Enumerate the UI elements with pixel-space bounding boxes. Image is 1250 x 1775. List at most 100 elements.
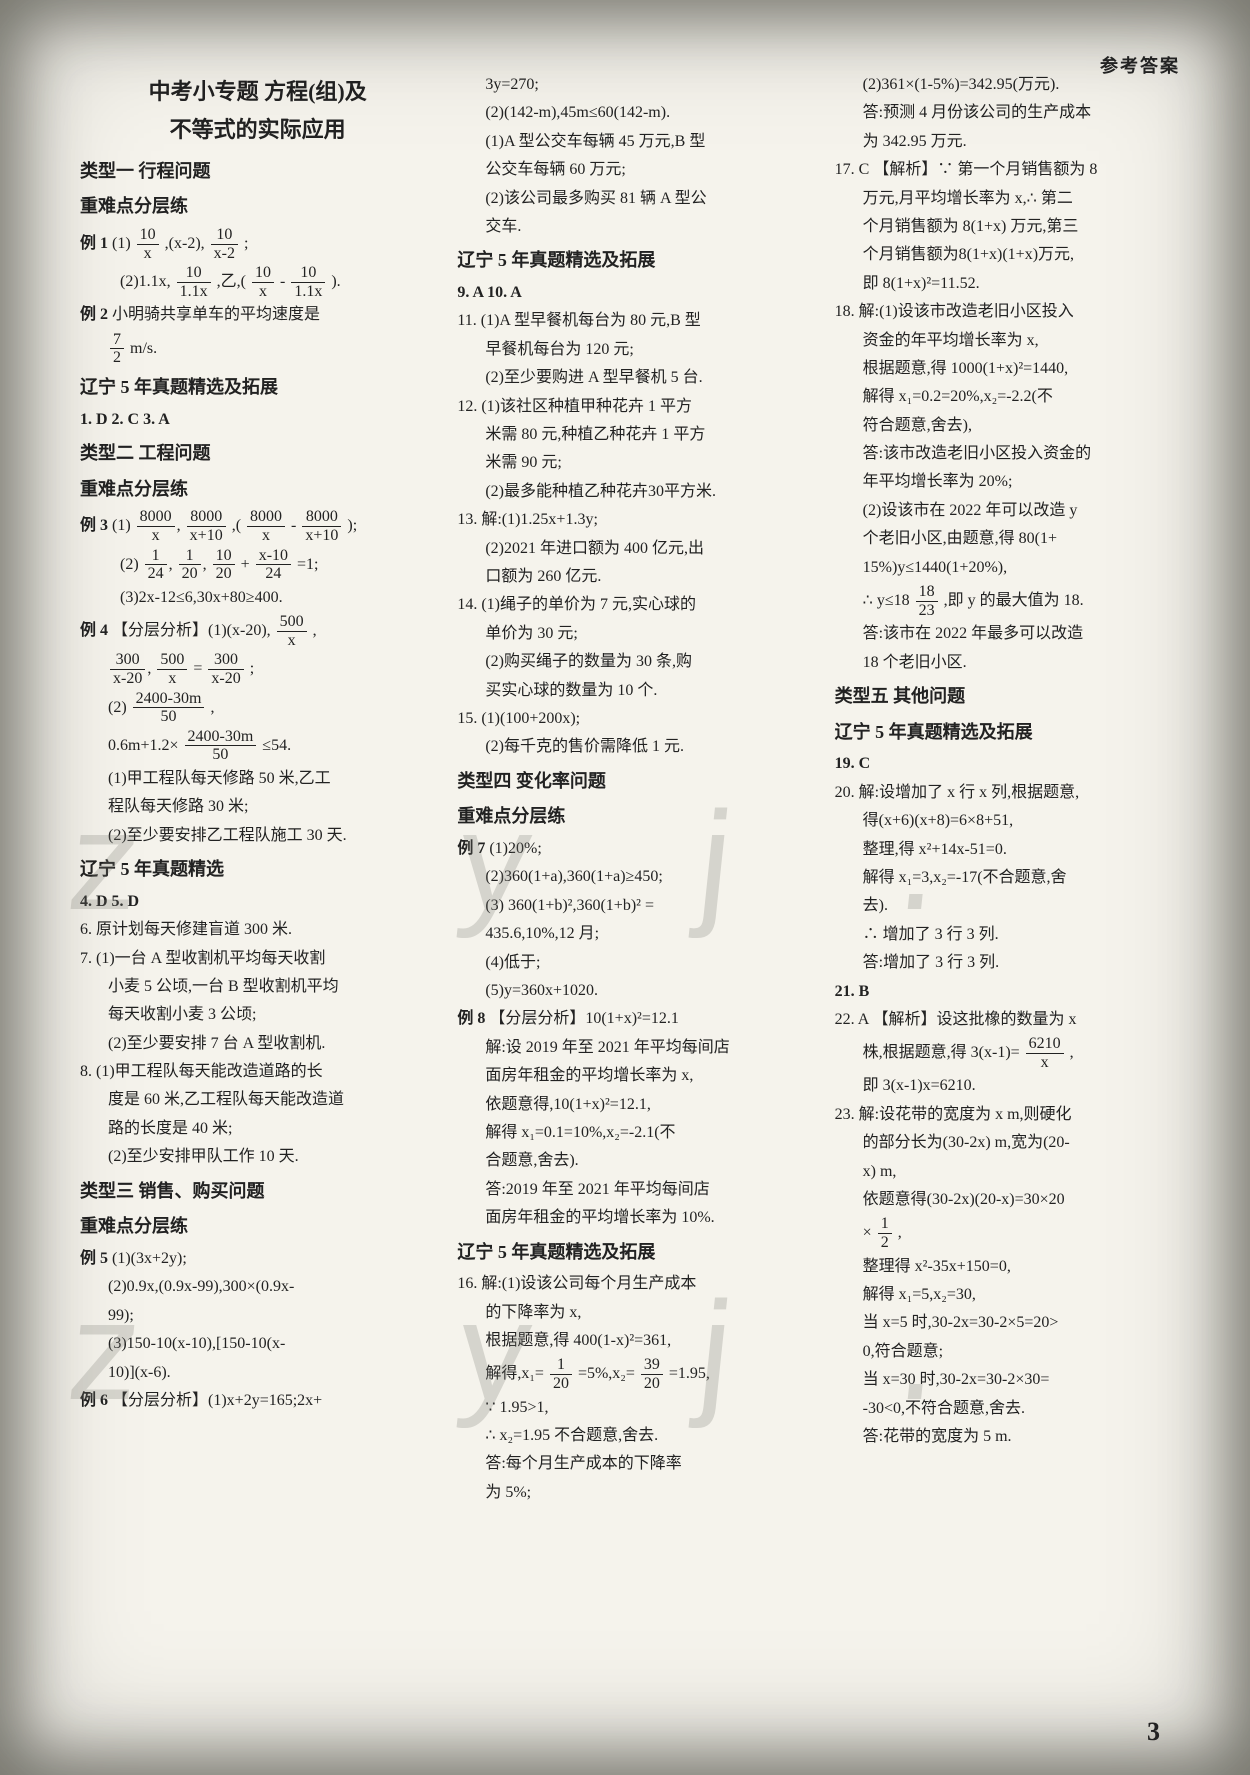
ans-20e: 去).	[835, 893, 1190, 919]
ans-16j: 为 5%;	[457, 1480, 812, 1506]
ans-22d: 即 3(x-1)x=6210.	[835, 1073, 1190, 1099]
ans-18k: ∴ y≤18 1823 ,即 y 的最大值为 18.	[835, 583, 1190, 619]
ans-15a: 15. (1)(100+200x);	[457, 706, 812, 732]
ex5-label: 例 5	[80, 1250, 108, 1267]
ans-23a: 23. 解:设花带的宽度为 x m,则硬化	[835, 1102, 1190, 1128]
section-ln5-c2: 辽宁 5 年真题精选及拓展	[457, 246, 812, 276]
ex7-l2: (2)360(1+a),360(1+a)≥450;	[457, 864, 812, 890]
ans-13c: 口额为 260 亿元.	[457, 564, 812, 590]
ex4-label: 例 4	[80, 622, 108, 639]
section-ln5-c3: 辽宁 5 年真题精选及拓展	[835, 718, 1190, 748]
ex1-label: 例 1	[80, 235, 108, 252]
type-2-title: 类型二 工程问题	[80, 439, 435, 469]
ans-14d: 买实心球的数量为 10 个.	[457, 678, 812, 704]
ans-23l: -30<0,不符合题意,舍去.	[835, 1396, 1190, 1422]
ans-14a: 14. (1)绳子的单价为 7 元,实心球的	[457, 592, 812, 618]
ans-22a: 22. A 【解析】设这批橡的数量为 x	[835, 1007, 1190, 1033]
ans-7b: 小麦 5 公顷,一台 B 型收割机平均	[80, 974, 435, 1000]
t: 【分层分析】(1)x+2y=165;2x+	[112, 1392, 322, 1409]
c2-l4: 公交车每辆 60 万元;	[457, 157, 812, 183]
ex7-l6: (5)y=360x+1020.	[457, 978, 812, 1004]
t: (2)1.1x,	[120, 273, 171, 290]
page-number: 3	[1147, 1717, 1160, 1747]
ans-20c: 整理,得 x²+14x-51=0.	[835, 837, 1190, 863]
section-ln5-2: 辽宁 5 年真题精选	[80, 855, 435, 885]
frac: 8000x	[247, 508, 285, 544]
ex4-l6: 程队每天修路 30 米;	[80, 794, 435, 820]
ex5-l5: 10)](x-6).	[80, 1360, 435, 1386]
ex7-l4: 435.6,10%,12 月;	[457, 921, 812, 947]
frac: 2400-30m50	[185, 728, 257, 764]
ex4-line3: (2) 2400-30m50 ,	[80, 690, 435, 726]
t: =5%,x₂=	[578, 1365, 635, 1382]
type-4-title: 类型四 变化率问题	[457, 767, 812, 797]
c2-l6: 交车.	[457, 214, 812, 240]
t: =	[193, 660, 202, 677]
ex5-l4: (3)150-10(x-10),[150-10(x-	[80, 1331, 435, 1357]
t: 【分层分析】(1)(x-20),	[112, 622, 271, 639]
ans-23c: x) m,	[835, 1159, 1190, 1185]
t: (1)(3x+2y);	[112, 1250, 187, 1267]
ans-11b: 早餐机每台为 120 元;	[457, 337, 812, 363]
frac: 2400-30m50	[133, 690, 205, 726]
ex8-l4: 依题意得,10(1+x)²=12.1,	[457, 1092, 812, 1118]
section-ln5-c2b: 辽宁 5 年真题精选及拓展	[457, 1238, 812, 1268]
type-3-title: 类型三 销售、购买问题	[80, 1177, 435, 1207]
ans-23d: 依题意得(30-2x)(20-x)=30×20	[835, 1187, 1190, 1213]
t: );	[347, 517, 357, 534]
t: ,	[210, 698, 214, 715]
ans-13b: (2)2021 年进口额为 400 亿元,出	[457, 536, 812, 562]
ans-12d: (2)最多能种植乙种花卉30平方米.	[457, 479, 812, 505]
ex4-l5: (1)甲工程队每天修路 50 米,乙工	[80, 766, 435, 792]
frac: 10x	[137, 226, 159, 262]
ans-18j: 15%)y≤1440(1+20%),	[835, 555, 1190, 581]
t: ,乙,(	[217, 273, 246, 290]
t: ).	[331, 273, 340, 290]
ex4-line4: 0.6m+1.2× 2400-30m50 ≤54.	[80, 728, 435, 764]
ex4-l7: (2)至少要安排乙工程队施工 30 天.	[80, 823, 435, 849]
ans-20b: 得(x+6)(x+8)=6×8+51,	[835, 808, 1190, 834]
ex5-l1: 例 5 (1)(3x+2y);	[80, 1246, 435, 1272]
ex1-line2: (2)1.1x, 101.1x ,乙,( 10x - 101.1x ).	[80, 264, 435, 300]
ans-12c: 米需 90 元;	[457, 450, 812, 476]
ans-7d: (2)至少要安排 7 台 A 型收割机.	[80, 1031, 435, 1057]
ans-20g: 答:增加了 3 行 3 列.	[835, 950, 1190, 976]
ans-23h: 解得 x₁=5,x₂=30,	[835, 1282, 1190, 1308]
c2-l5: (2)该公司最多购买 81 辆 A 型公	[457, 186, 812, 212]
t: (2)	[108, 698, 127, 715]
t: 0.6m+1.2×	[108, 736, 179, 753]
section-ln5-1: 辽宁 5 年真题精选及拓展	[80, 373, 435, 403]
t: ,	[1070, 1044, 1074, 1061]
ans-17b: 万元,月平均增长率为 x,∴ 第二	[835, 186, 1190, 212]
ex3-label: 例 3	[80, 517, 108, 534]
ans-19: 19. C	[835, 751, 1190, 777]
ans-18h: (2)设该市在 2022 年可以改造 y	[835, 498, 1190, 524]
ans-7a: 7. (1)一台 A 型收割机平均每天收割	[80, 946, 435, 972]
t: m/s.	[130, 340, 157, 357]
ans-20d: 解得 x₁=3,x₂=-17(不合题意,舍	[835, 865, 1190, 891]
frac: 101.1x	[177, 264, 211, 300]
frac: 500x	[157, 651, 187, 687]
ex7-l3: (3) 360(1+b)²,360(1+b)² =	[457, 893, 812, 919]
main-title-2: 不等式的实际应用	[80, 112, 435, 148]
ans-23e: × 12 ,	[835, 1215, 1190, 1251]
t: ,	[313, 622, 317, 639]
ans-18f: 答:该市改造老旧小区投入资金的	[835, 441, 1190, 467]
ans-9-10: 9. A 10. A	[457, 280, 812, 306]
ans-18d: 解得 x₁=0.2=20%,x₂=-2.2(不	[835, 384, 1190, 410]
ans-18e: 符合题意,舍去),	[835, 413, 1190, 439]
main-title-1: 中考小专题 方程(组)及	[80, 74, 435, 110]
ex8-l3: 面房年租金的平均增长率为 x,	[457, 1063, 812, 1089]
ex4-line1: 例 4 【分层分析】(1)(x-20), 500x ,	[80, 613, 435, 649]
t: 【分层分析】10(1+x)²=12.1	[489, 1010, 679, 1027]
ans-16h: ∴ x₂=1.95 不合题意,舍去.	[457, 1423, 812, 1449]
frac: 6210x	[1026, 1035, 1064, 1071]
ex8-l7: 答:2019 年至 2021 年平均每间店	[457, 1177, 812, 1203]
frac: 1020	[213, 547, 235, 583]
frac: 12	[878, 1215, 892, 1251]
ans-23i: 当 x=5 时,30-2x=30-2×5=20>	[835, 1310, 1190, 1336]
ex3-line2: (2) 124, 120, 1020 + x-1024 =1;	[80, 547, 435, 583]
ans-23b: 的部分长为(30-2x) m,宽为(20-	[835, 1130, 1190, 1156]
page-root: 参考答案 中考小专题 方程(组)及 不等式的实际应用 类型一 行程问题 重难点分…	[0, 0, 1250, 1775]
ans-14b: 单价为 30 元;	[457, 621, 812, 647]
